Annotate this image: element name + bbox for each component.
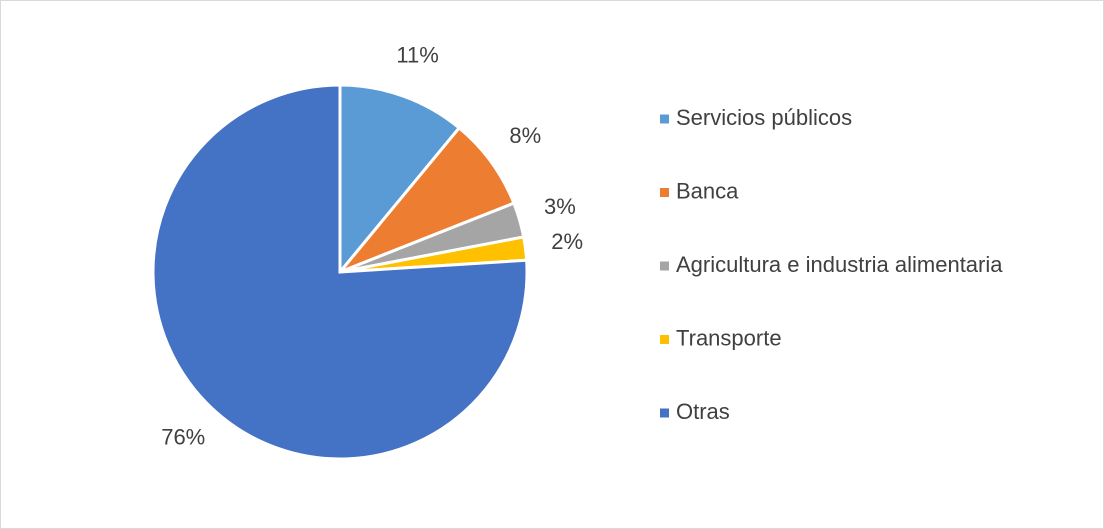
data-label: 76% (161, 425, 205, 450)
legend-swatch (660, 261, 669, 271)
legend-swatch (660, 188, 669, 197)
legend-label: Banca (676, 178, 739, 203)
legend-swatch (660, 408, 669, 418)
pie-slice (151, 83, 529, 461)
legend-swatch (660, 335, 669, 344)
legend-label: Agricultura e industria alimentaria (676, 252, 1003, 277)
legend-label: Transporte (676, 325, 782, 350)
pie-slice (338, 125, 516, 274)
data-label: 11% (396, 42, 438, 67)
data-label: 3% (544, 194, 576, 219)
data-label: 2% (551, 229, 583, 254)
data-label: 8% (509, 123, 541, 148)
legend-label: Otras (676, 399, 730, 424)
legend-label: Servicios públicos (676, 105, 852, 130)
pie-slice (338, 83, 462, 277)
legend-swatch (660, 114, 669, 124)
